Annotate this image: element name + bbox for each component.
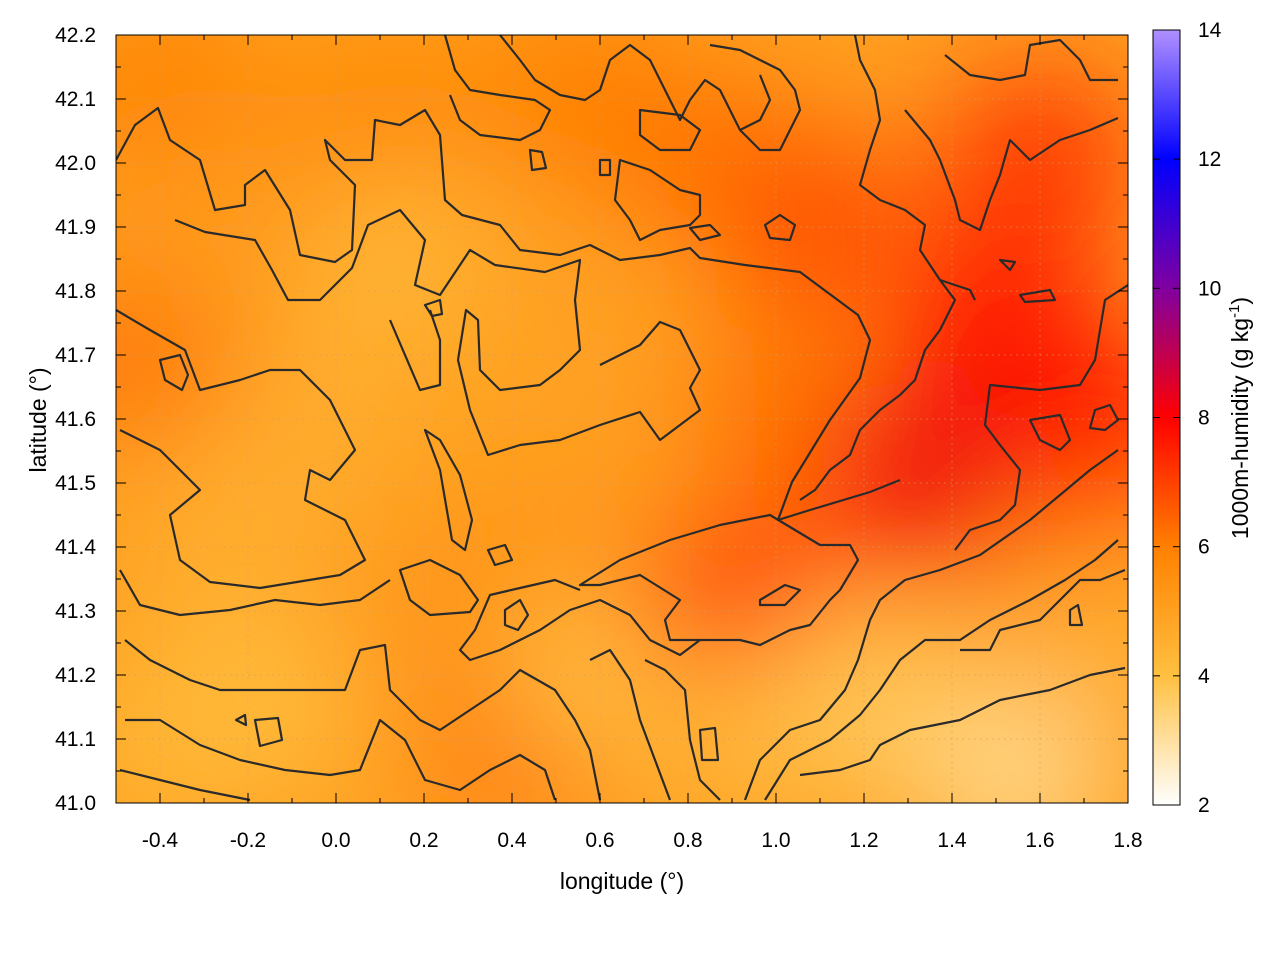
contour-line [638,108,702,152]
colorbar-tick-label: 10 [1198,277,1221,300]
contour-line [1028,413,1072,452]
x-axis-ticks: -0.4 -0.2 0.0 0.2 0.4 0.6 0.8 1.0 1.2 1.4 1.6 1.8 [115,35,1143,852]
y-tick-label: 41.5 [55,472,96,495]
contour-line [589,648,672,801]
y-tick-label: 42.0 [55,152,96,175]
contour-line [398,558,480,617]
contour-line [1068,603,1084,627]
contour-line [743,449,1119,801]
contour-line [1018,288,1057,304]
colorbar-tick-label: 2 [1198,794,1210,817]
x-tick-label: 1.8 [1113,829,1142,852]
contour-line [799,666,1126,777]
contour-line [1088,403,1120,432]
contour-line [578,513,860,647]
y-tick-label: 41.4 [55,536,96,559]
colorbar-tick-label: 8 [1198,407,1210,430]
contour-line [763,213,797,242]
contour-line [443,35,552,142]
contour-line [944,38,1118,82]
y-tick-label: 41.6 [55,408,96,431]
x-tick-label: 0.4 [497,829,527,852]
humidity-sample [116,644,255,803]
contour-line [486,543,514,567]
y-axis-label: latitude (°) [25,367,51,472]
x-tick-label: 1.0 [761,829,790,852]
contour-line [904,109,1119,232]
contour-line [125,718,557,801]
contour-line [158,353,190,392]
contour-line [764,539,1119,801]
contour-line [528,148,548,172]
humidity-sample [116,132,299,322]
x-axis-label: longitude (°) [560,868,684,894]
y-tick-label: 41.0 [55,792,96,815]
contour-line [458,578,701,662]
x-tick-label: 0.8 [673,829,702,852]
colorbar-label: 1000m-humidity (g kg-1) [1226,297,1253,539]
contour-line [799,279,957,501]
y-axis-ticks: 41.0 41.1 41.2 41.3 41.4 41.5 41.6 41.7 41.8 41.9… [55,24,1128,815]
contour-line [598,158,612,177]
y-tick-label: 42.2 [55,24,96,47]
contour-line [644,659,721,801]
colorbar-label-text: 1000m-humidity (g kg [1227,318,1253,539]
colorbar-tick-label: 4 [1198,665,1210,688]
contour-line [234,713,248,727]
y-tick-label: 41.9 [55,216,96,239]
contour-line [998,258,1017,272]
y-tick-label: 41.2 [55,664,96,687]
contour-line [503,598,530,632]
contour-line [423,428,474,552]
contour-line [388,309,442,392]
x-tick-label: -0.2 [230,829,266,852]
colorbar-tick-label: 6 [1198,536,1210,559]
contour-line [758,583,802,607]
colorbar-label-end: ) [1227,297,1253,305]
plot-area: -0.4 -0.2 0.0 0.2 0.4 0.6 0.8 1.0 1.2 1.4 1.6 1.8 4… [55,24,1143,852]
x-tick-label: 0.2 [409,829,438,852]
x-tick-label: 0.0 [321,829,350,852]
x-tick-label: 1.2 [849,829,878,852]
contour-line [613,158,702,242]
x-tick-label: -0.4 [142,829,179,852]
contour-lines [116,35,1128,802]
colorbar-ticks: 2 4 6 8 10 12 14 [1153,19,1222,817]
humidity-sample [945,68,1128,258]
y-tick-label: 42.1 [55,88,96,111]
contour-line [174,208,702,457]
colorbar: 2 4 6 8 10 12 14 1000m-humidity (g kg-1) [1152,19,1253,817]
contour-line [119,768,251,802]
contour-line [253,716,284,748]
contour-line [698,726,720,762]
contour-line [954,284,1128,551]
colorbar-label-superscript: -1 [1226,305,1243,318]
contour-line [124,639,602,801]
y-tick-label: 41.3 [55,600,96,623]
contour-line [688,223,722,242]
y-tick-label: 41.7 [55,344,96,367]
y-tick-label: 41.1 [55,728,96,751]
humidity-field [116,35,1128,803]
contour-line [423,298,444,318]
contour-line [116,106,901,522]
contour-line [116,309,367,590]
contour-line [960,568,1126,652]
y-tick-label: 41.8 [55,280,96,303]
x-tick-label: 1.4 [937,829,967,852]
colorbar-tick-label: 14 [1198,19,1222,42]
x-tick-label: 0.6 [585,829,614,852]
colorbar-tick-label: 12 [1198,148,1221,171]
contour-line [709,43,802,152]
contour-line [119,569,391,617]
x-tick-label: 1.6 [1025,829,1054,852]
